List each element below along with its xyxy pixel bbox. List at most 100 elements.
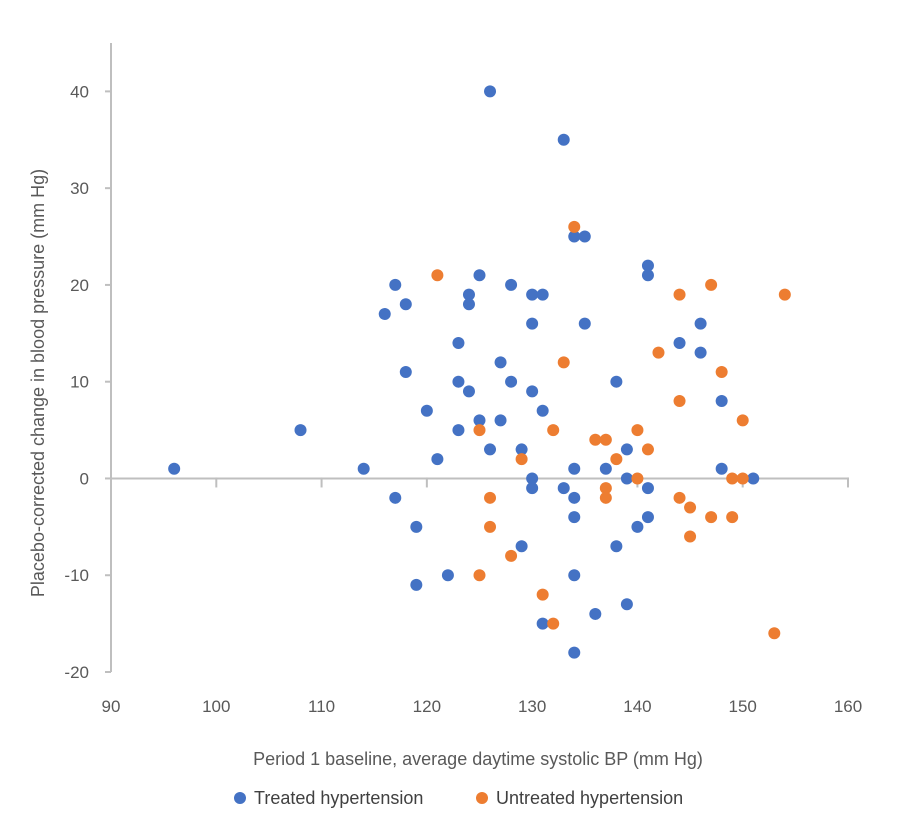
data-point: [515, 540, 528, 553]
data-point: [568, 511, 581, 524]
data-point: [599, 433, 612, 446]
data-point: [568, 491, 581, 504]
data-point: [631, 424, 644, 437]
y-tick-label: 0: [80, 469, 89, 488]
data-point: [578, 317, 591, 330]
data-point: [641, 269, 654, 282]
data-point: [431, 269, 444, 282]
data-point: [505, 375, 518, 388]
data-point: [557, 356, 570, 369]
data-point: [694, 317, 707, 330]
data-point: [547, 617, 560, 630]
data-point: [568, 646, 581, 659]
legend-label-untreated: Untreated hypertension: [496, 788, 683, 808]
x-tick-label: 130: [518, 697, 546, 716]
x-tick-label: 140: [623, 697, 651, 716]
data-point: [673, 288, 686, 301]
data-point: [462, 298, 475, 311]
data-point: [557, 482, 570, 495]
x-axis-ticks: 90 100 110 120 130 140 150 160: [102, 477, 862, 716]
data-point: [620, 443, 633, 456]
data-point: [526, 317, 539, 330]
data-point: [673, 491, 686, 504]
data-point: [399, 298, 412, 311]
data-point: [736, 472, 749, 485]
legend-marker-treated: [234, 792, 246, 804]
data-point: [515, 443, 528, 456]
data-point: [547, 424, 560, 437]
data-point: [599, 482, 612, 495]
data-point: [505, 278, 518, 291]
data-point: [473, 414, 486, 427]
data-point: [410, 520, 423, 533]
y-tick-label: 30: [70, 179, 89, 198]
x-tick-label: 90: [102, 697, 121, 716]
data-point: [484, 520, 497, 533]
legend-marker-untreated: [476, 792, 488, 804]
series-treated: [168, 85, 760, 659]
data-point: [726, 472, 739, 485]
data-point: [652, 346, 665, 359]
y-tick-label: 40: [70, 82, 89, 101]
data-point: [778, 288, 791, 301]
x-tick-label: 160: [834, 697, 862, 716]
data-point: [484, 443, 497, 456]
data-point: [357, 462, 370, 475]
series-untreated: [431, 220, 791, 640]
data-point: [536, 588, 549, 601]
data-point: [568, 230, 581, 243]
data-point: [694, 346, 707, 359]
y-axis-ticks: -20 -10 0 10 20 30 40: [64, 82, 111, 682]
data-point: [378, 307, 391, 320]
data-point: [389, 278, 402, 291]
legend: Treated hypertension Untreated hypertens…: [234, 788, 683, 808]
data-point: [294, 424, 307, 437]
data-point: [420, 404, 433, 417]
data-point: [610, 375, 623, 388]
data-point: [631, 472, 644, 485]
data-point: [705, 511, 718, 524]
data-point: [568, 569, 581, 582]
data-point: [505, 549, 518, 562]
data-point: [715, 395, 728, 408]
data-point: [452, 336, 465, 349]
data-point: [399, 366, 412, 379]
data-point: [641, 443, 654, 456]
data-point: [536, 404, 549, 417]
x-tick-label: 150: [729, 697, 757, 716]
y-tick-label: -10: [64, 566, 89, 585]
y-tick-label: 10: [70, 373, 89, 392]
data-point: [473, 424, 486, 437]
data-point: [494, 414, 507, 427]
data-point: [473, 269, 486, 282]
data-point: [410, 578, 423, 591]
data-point: [452, 424, 465, 437]
data-point: [726, 511, 739, 524]
data-point: [168, 462, 181, 475]
data-point: [557, 133, 570, 146]
data-point: [599, 491, 612, 504]
data-point: [526, 472, 539, 485]
data-point: [673, 336, 686, 349]
data-point: [578, 230, 591, 243]
data-point: [494, 356, 507, 369]
axes: [110, 43, 848, 672]
data-point: [526, 288, 539, 301]
data-point: [589, 433, 602, 446]
data-point: [610, 453, 623, 466]
y-tick-label: 20: [70, 276, 89, 295]
data-point: [462, 385, 475, 398]
data-point: [526, 385, 539, 398]
x-axis-title: Period 1 baseline, average daytime systo…: [253, 749, 703, 769]
data-point: [441, 569, 454, 582]
y-tick-label: -20: [64, 663, 89, 682]
data-point: [462, 288, 475, 301]
data-point: [736, 414, 749, 427]
data-point: [620, 598, 633, 611]
data-point: [526, 482, 539, 495]
data-point: [610, 540, 623, 553]
x-tick-label: 120: [413, 697, 441, 716]
data-point: [589, 607, 602, 620]
y-axis-title: Placebo-corrected change in blood pressu…: [28, 169, 48, 597]
